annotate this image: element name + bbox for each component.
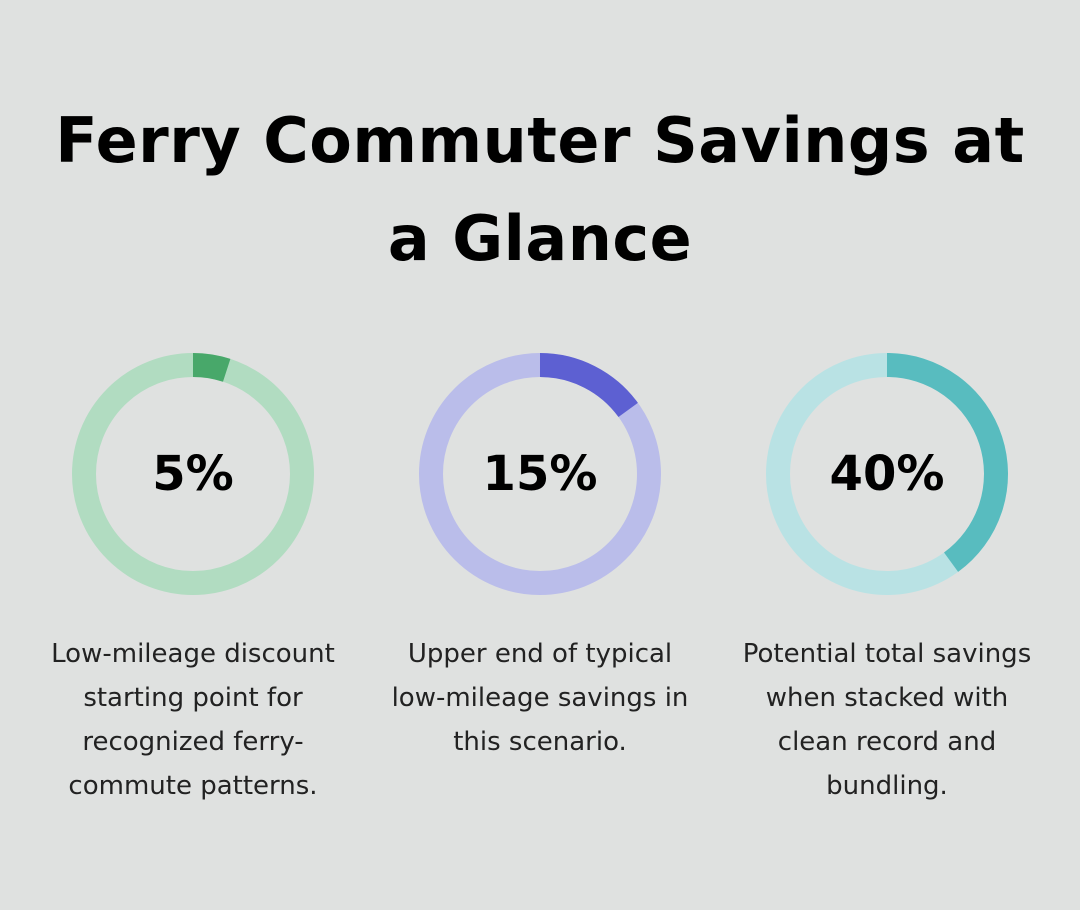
donut-chart: 15% xyxy=(418,352,662,596)
stat-card: 15% Upper end of typical low-mileage sav… xyxy=(380,352,700,764)
donut-chart: 5% xyxy=(71,352,315,596)
donut-value-label: 5% xyxy=(152,446,234,502)
stat-card: 40% Potential total savings when stacked… xyxy=(727,352,1047,808)
donut-value-label: 15% xyxy=(483,446,598,502)
donut-value-label: 40% xyxy=(830,446,945,502)
stat-caption: Upper end of typical low-mileage savings… xyxy=(380,632,700,764)
donut-value-arc xyxy=(193,365,227,370)
donut-chart: 40% xyxy=(765,352,1009,596)
donut-value-arc xyxy=(540,365,628,410)
stat-card: 5% Low-mileage discount starting point f… xyxy=(33,352,353,808)
page-title: Ferry Commuter Savings at a Glance xyxy=(40,92,1040,288)
stat-caption: Potential total savings when stacked wit… xyxy=(727,632,1047,808)
stat-caption: Low-mileage discount starting point for … xyxy=(33,632,353,808)
